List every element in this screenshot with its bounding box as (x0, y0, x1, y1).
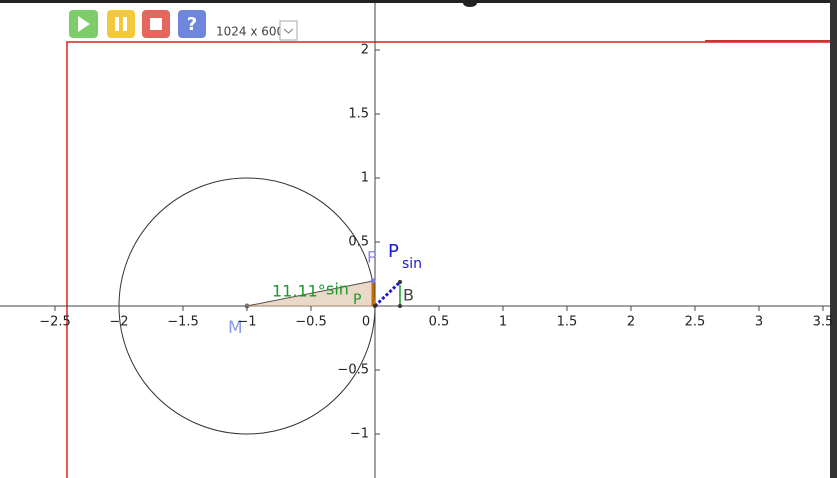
x-tick-label: 1.5 (557, 315, 578, 330)
help-button[interactable] (178, 10, 206, 38)
resolution-dropdown[interactable] (279, 20, 298, 41)
x-tick-label: 3 (755, 315, 763, 330)
x-tick-label: −1 (237, 315, 256, 330)
label-sin: sin (326, 280, 349, 299)
x-tick-label: −0.5 (295, 315, 327, 330)
stop-icon (150, 18, 162, 30)
label-psin-sub: sin (402, 256, 422, 272)
point-psin (398, 280, 402, 284)
label-angle: 11.11° (272, 282, 326, 301)
y-tick-label: −1 (350, 427, 369, 442)
y-tick-label: 1 (361, 171, 369, 186)
top-knob (463, 0, 477, 7)
origin-point (373, 304, 377, 308)
screen-frame (66, 41, 830, 478)
dropdown-arrow (283, 28, 294, 34)
y-tick-label: 2 (361, 43, 369, 58)
label-sin-sub: P (353, 292, 361, 308)
play-icon (78, 16, 90, 32)
label-b: B (403, 286, 414, 305)
label-psin: P (388, 241, 399, 262)
x-tick-label: −2 (109, 315, 128, 330)
x-tick-label: 0.5 (429, 315, 450, 330)
pause-icon (115, 17, 119, 31)
point-p (370, 278, 376, 284)
right-border (830, 0, 837, 478)
pause-icon (123, 17, 127, 31)
radius (246, 280, 374, 307)
x-tick-label: 2 (627, 315, 635, 330)
psin-segment (373, 280, 402, 308)
pause-button[interactable] (107, 10, 135, 38)
x-tick-label: 0 (362, 315, 370, 330)
label-m: M (228, 318, 243, 338)
y-tick-label: −0.5 (337, 363, 369, 378)
y-tick-label: 1.5 (348, 107, 369, 122)
x-tick-label: 3.5 (813, 315, 834, 330)
help-icon: ? (187, 14, 197, 35)
x-tick-label: −2.5 (39, 315, 71, 330)
x-tick-label: 1 (499, 315, 507, 330)
point-b (398, 304, 402, 308)
y-tick-label: 0.5 (348, 235, 369, 250)
label-p: P (367, 248, 377, 267)
x-tick-label: −1.5 (167, 315, 199, 330)
x-tick-label: 2.5 (685, 315, 706, 330)
resolution-label: 1024 x 600 (216, 25, 284, 39)
top-border (0, 0, 837, 3)
toolbar: ? 1024 x 600 (69, 10, 298, 41)
